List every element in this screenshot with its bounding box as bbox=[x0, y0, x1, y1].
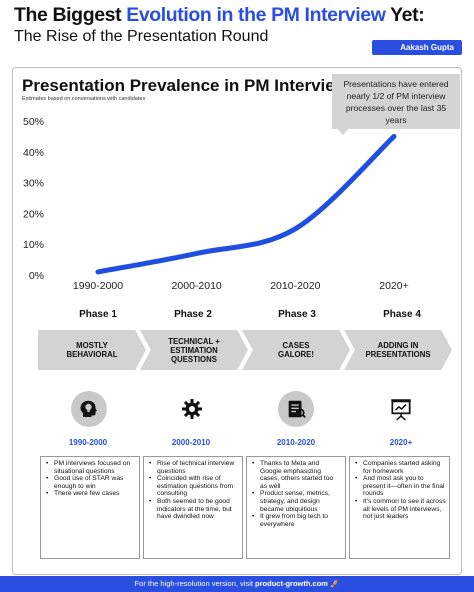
phase-notes-1: PM interviews focused on situational que… bbox=[40, 456, 140, 559]
y-tick-label: 10% bbox=[23, 239, 44, 251]
phase-label-2: Phase 2 bbox=[174, 309, 212, 320]
headline-highlight: Evolution in the PM Interview bbox=[126, 4, 386, 26]
headline: The Biggest Evolution in the PM Intervie… bbox=[14, 4, 464, 27]
annotation-pointer bbox=[337, 128, 349, 135]
phase-label-1: Phase 1 bbox=[79, 309, 117, 320]
chart-annotation: Presentations have entered nearly 1/2 of… bbox=[332, 74, 460, 129]
author-badge: Aakash Gupta bbox=[372, 40, 462, 55]
footer-link[interactable]: product-growth.com bbox=[255, 579, 328, 588]
chevron-line: PRESENTATIONS bbox=[365, 350, 431, 359]
chevron-line: MOSTLY bbox=[76, 341, 108, 350]
chart-title: Presentation Prevalence in PM Interviews bbox=[22, 76, 358, 95]
phase-notes-2: Rise of technical interview questions Co… bbox=[143, 456, 243, 559]
note-item: Rise of technical interview questions bbox=[147, 460, 239, 475]
phase-notes-3: Thanks to Meta and Google emphasizing ca… bbox=[246, 456, 346, 559]
line-chart: 0% 10% 20% 30% 40% 50% 1990-2000 2000-2010 2010-… bbox=[23, 116, 409, 292]
note-item: Thanks to Meta and Google emphasizing ca… bbox=[250, 460, 342, 490]
phase-chevron-4: ADDING IN PRESENTATIONS bbox=[344, 330, 452, 370]
y-tick-label: 0% bbox=[29, 270, 44, 282]
phase-years-3: 2010-2020 bbox=[276, 438, 316, 447]
x-tick-label: 2020+ bbox=[379, 280, 409, 292]
note-item: Product sense, metrics, strategy, and de… bbox=[250, 490, 342, 513]
phase-notes-4: Companies started asking for homework An… bbox=[349, 456, 450, 559]
y-tick-label: 30% bbox=[23, 178, 44, 190]
phase-chevron-2: TECHNICAL + ESTIMATION QUESTIONS bbox=[140, 330, 248, 370]
phase-chevron-3: CASES GALORE! bbox=[242, 330, 350, 370]
note-item: And most ask you to present it—often in … bbox=[353, 475, 446, 498]
phase-years-4: 2020+ bbox=[389, 438, 413, 447]
headline-part3: Yet: bbox=[385, 4, 425, 26]
y-tick-label: 20% bbox=[23, 208, 44, 220]
subheadline: The Rise of the Presentation Round bbox=[14, 28, 269, 45]
note-item: Coincided with rise of estimation questi… bbox=[147, 475, 239, 498]
note-item: Companies started asking for homework bbox=[353, 460, 446, 475]
case-document-icon bbox=[278, 391, 314, 427]
head-idea-icon bbox=[71, 391, 107, 427]
y-tick-label: 50% bbox=[23, 116, 44, 128]
headline-part1: The Biggest bbox=[14, 4, 127, 26]
footer-banner: For the high-resolution version, visit p… bbox=[0, 576, 474, 592]
note-item: Good use of STAR was enough to win bbox=[44, 475, 136, 490]
phase-years-2: 2000-2010 bbox=[171, 438, 211, 447]
y-tick-label: 40% bbox=[23, 147, 44, 159]
note-item: PM interviews focused on situational que… bbox=[44, 460, 136, 475]
phase-years-1: 1990-2000 bbox=[68, 438, 108, 447]
note-item: There were few cases bbox=[44, 490, 136, 498]
chevron-line: ADDING IN bbox=[377, 341, 419, 350]
note-item: It's common to see it across all levels … bbox=[353, 498, 446, 521]
chevron-line: BEHAVIORAL bbox=[66, 350, 118, 359]
chevron-line: QUESTIONS bbox=[171, 354, 217, 364]
chevron-line: ESTIMATION bbox=[170, 345, 218, 355]
phase-chevron-1: MOSTLY BEHAVIORAL bbox=[38, 330, 146, 370]
chart-subtitle: Estimates based on conversations with ca… bbox=[22, 96, 146, 102]
note-item: It grew from big tech to everywhere bbox=[250, 513, 342, 528]
presentation-board-icon bbox=[383, 391, 419, 427]
x-tick-label: 2000-2010 bbox=[172, 280, 222, 292]
phase-label-4: Phase 4 bbox=[383, 309, 421, 320]
x-tick-label: 1990-2000 bbox=[73, 280, 123, 292]
note-item: Both seemed to be good indicators at the… bbox=[147, 498, 239, 521]
gear-icon bbox=[174, 391, 210, 427]
chevron-line: CASES bbox=[282, 341, 310, 350]
series-line bbox=[95, 133, 397, 275]
x-tick-label: 2010-2020 bbox=[270, 280, 320, 292]
rocket-icon: 🚀 bbox=[330, 579, 340, 588]
phase-label-3: Phase 3 bbox=[278, 309, 316, 320]
footer-text: For the high-resolution version, visit bbox=[134, 579, 256, 588]
chevron-line: TECHNICAL + bbox=[168, 336, 220, 346]
chevron-line: GALORE! bbox=[278, 350, 314, 359]
